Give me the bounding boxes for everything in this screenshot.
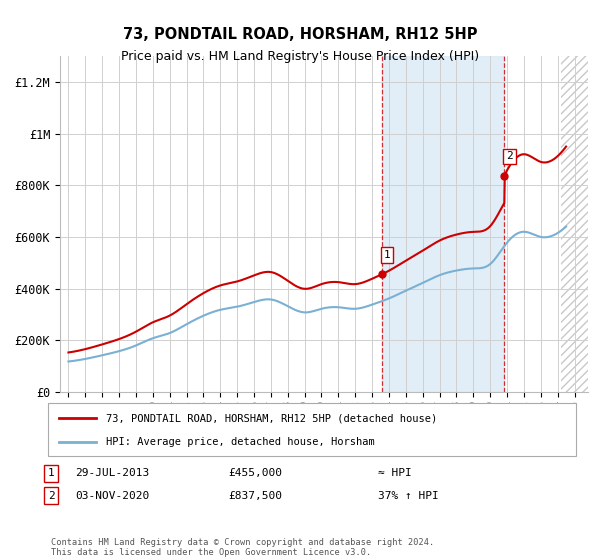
Text: £455,000: £455,000 (228, 468, 282, 478)
Text: 29-JUL-2013: 29-JUL-2013 (75, 468, 149, 478)
Text: Contains HM Land Registry data © Crown copyright and database right 2024.
This d: Contains HM Land Registry data © Crown c… (51, 538, 434, 557)
Text: 2: 2 (506, 151, 513, 161)
Text: 2: 2 (47, 491, 55, 501)
Text: ≈ HPI: ≈ HPI (378, 468, 412, 478)
Text: 1: 1 (47, 468, 55, 478)
Bar (382, 56, 505, 392)
Text: 1: 1 (383, 250, 390, 260)
Text: 03-NOV-2020: 03-NOV-2020 (75, 491, 149, 501)
FancyBboxPatch shape (48, 403, 576, 456)
Text: 73, PONDTAIL ROAD, HORSHAM, RH12 5HP (detached house): 73, PONDTAIL ROAD, HORSHAM, RH12 5HP (de… (106, 413, 437, 423)
Text: HPI: Average price, detached house, Horsham: HPI: Average price, detached house, Hors… (106, 436, 375, 446)
Text: Price paid vs. HM Land Registry's House Price Index (HPI): Price paid vs. HM Land Registry's House … (121, 50, 479, 63)
Bar (560, 56, 588, 392)
Text: 37% ↑ HPI: 37% ↑ HPI (378, 491, 439, 501)
Text: 73, PONDTAIL ROAD, HORSHAM, RH12 5HP: 73, PONDTAIL ROAD, HORSHAM, RH12 5HP (123, 27, 477, 42)
Text: £837,500: £837,500 (228, 491, 282, 501)
